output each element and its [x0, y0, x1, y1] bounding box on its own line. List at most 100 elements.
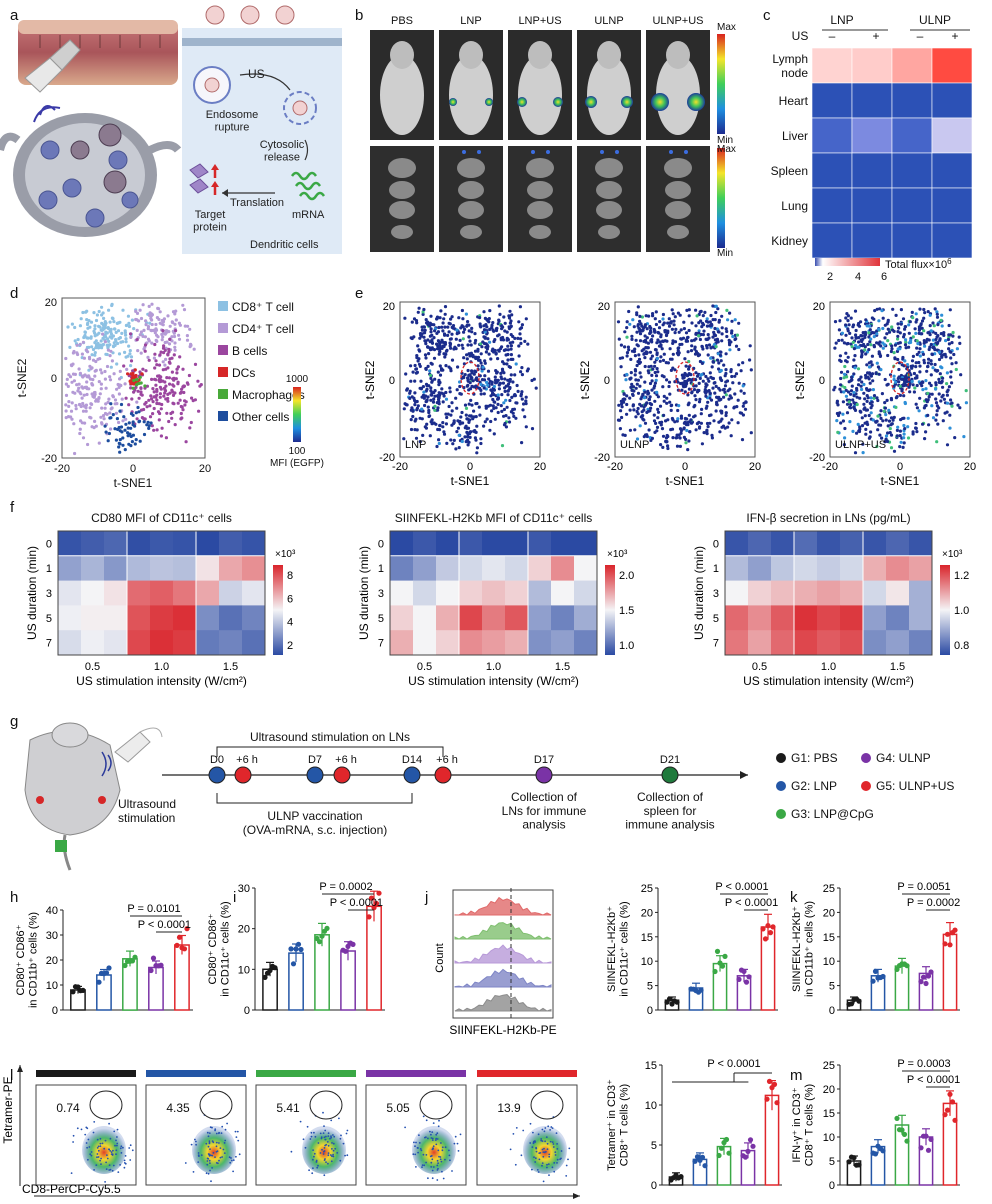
tick-label: 5 — [829, 1156, 835, 1168]
tsne-point — [138, 308, 142, 312]
tsne-point — [444, 364, 448, 368]
heat-cell — [891, 47, 933, 84]
tsne-point — [440, 338, 444, 342]
colorbar-exponent: ×10³ — [275, 549, 296, 560]
tsne-point — [920, 319, 925, 323]
heat-cell — [551, 580, 575, 606]
tsne-point — [943, 411, 947, 415]
tsne-point — [880, 436, 884, 440]
tsne-point — [884, 418, 888, 422]
mouse-body — [587, 55, 631, 135]
tsne-point — [697, 353, 702, 357]
tsne-point — [423, 425, 427, 429]
tsne-point — [631, 385, 636, 389]
heat-cell — [817, 605, 841, 631]
tsne-point — [652, 327, 656, 332]
tsne-point — [711, 335, 715, 339]
ln-signal — [553, 97, 563, 107]
x-axis-label: t-SNE1 — [881, 474, 920, 488]
tsne-point — [67, 373, 71, 377]
tick-label: 0 — [819, 375, 825, 387]
tsne-point — [461, 337, 465, 341]
tsne-point — [523, 415, 527, 419]
tsne-point — [520, 397, 524, 401]
tsne-point — [74, 403, 78, 408]
tsne-point — [499, 346, 503, 351]
tsne-point — [905, 363, 910, 367]
heat-cell — [173, 605, 197, 631]
tsne-point — [81, 375, 85, 379]
heat-cell — [891, 152, 933, 189]
tsne-point — [414, 417, 418, 421]
tsne-point — [748, 358, 752, 362]
tsne-point — [74, 407, 78, 411]
tsne-point — [504, 425, 508, 429]
tsne-point — [894, 405, 898, 409]
data-point — [764, 1096, 770, 1102]
tsne-point — [109, 427, 113, 431]
heat-cell — [505, 580, 529, 606]
tsne-point — [869, 374, 874, 378]
heat-cell — [863, 630, 887, 656]
tsne-point — [881, 419, 885, 423]
tsne-point — [114, 411, 118, 415]
tsne-point — [500, 367, 505, 371]
tsne-point — [413, 400, 418, 404]
tsne-point — [414, 367, 419, 371]
tsne-point — [426, 320, 430, 324]
tsne-point — [725, 308, 729, 312]
tsne-point — [709, 323, 713, 327]
tsne-point — [716, 340, 720, 344]
tsne-point — [171, 393, 176, 397]
heat-cell — [219, 630, 243, 656]
tsne-point — [852, 390, 856, 395]
tsne-point — [465, 384, 469, 388]
tsne-point — [118, 409, 122, 413]
tsne-point — [912, 371, 917, 376]
legend-label: DCs — [232, 366, 255, 380]
data-point — [918, 979, 924, 985]
tsne-point — [412, 317, 417, 321]
tsne-point — [889, 446, 894, 450]
cbar-d-bottom: 100 — [289, 446, 306, 457]
data-point — [150, 955, 157, 961]
tsne-point — [918, 396, 922, 400]
heat-cell — [725, 531, 749, 557]
tsne-point — [733, 318, 737, 322]
tsne-point — [664, 361, 668, 365]
tsne-point — [466, 343, 470, 347]
tsne-point — [454, 337, 458, 341]
tsne-point — [444, 390, 448, 395]
tsne-point — [166, 314, 170, 318]
tsne-point — [443, 325, 447, 329]
tsne-point — [868, 328, 872, 332]
data-point — [766, 1078, 773, 1084]
tsne-point — [869, 337, 873, 341]
tsne-point — [425, 387, 429, 391]
tsne-point — [460, 308, 464, 313]
tsne-point — [464, 406, 469, 410]
tsne-point — [657, 344, 662, 348]
tsne-point — [72, 379, 76, 383]
tsne-point — [486, 383, 490, 387]
tsne-point — [915, 406, 920, 410]
tsne-point — [174, 329, 178, 333]
tsne-point — [701, 379, 705, 383]
tsne-point — [509, 319, 513, 323]
tsne-point — [150, 377, 154, 381]
tsne-point — [503, 321, 507, 325]
tsne-point — [865, 324, 869, 328]
tsne-point — [659, 423, 663, 427]
tsne-point — [138, 439, 142, 443]
tsne-point — [178, 398, 182, 402]
tsne-point — [656, 395, 661, 399]
heat-cell — [840, 630, 864, 656]
label-us: US — [248, 67, 265, 81]
tsne-point — [165, 376, 169, 380]
tsne-point — [857, 378, 861, 382]
tsne-point — [934, 381, 938, 385]
tsne-point — [479, 352, 483, 356]
tsne-point — [447, 330, 451, 334]
tsne-point — [416, 359, 420, 363]
tsne-point — [519, 341, 523, 345]
